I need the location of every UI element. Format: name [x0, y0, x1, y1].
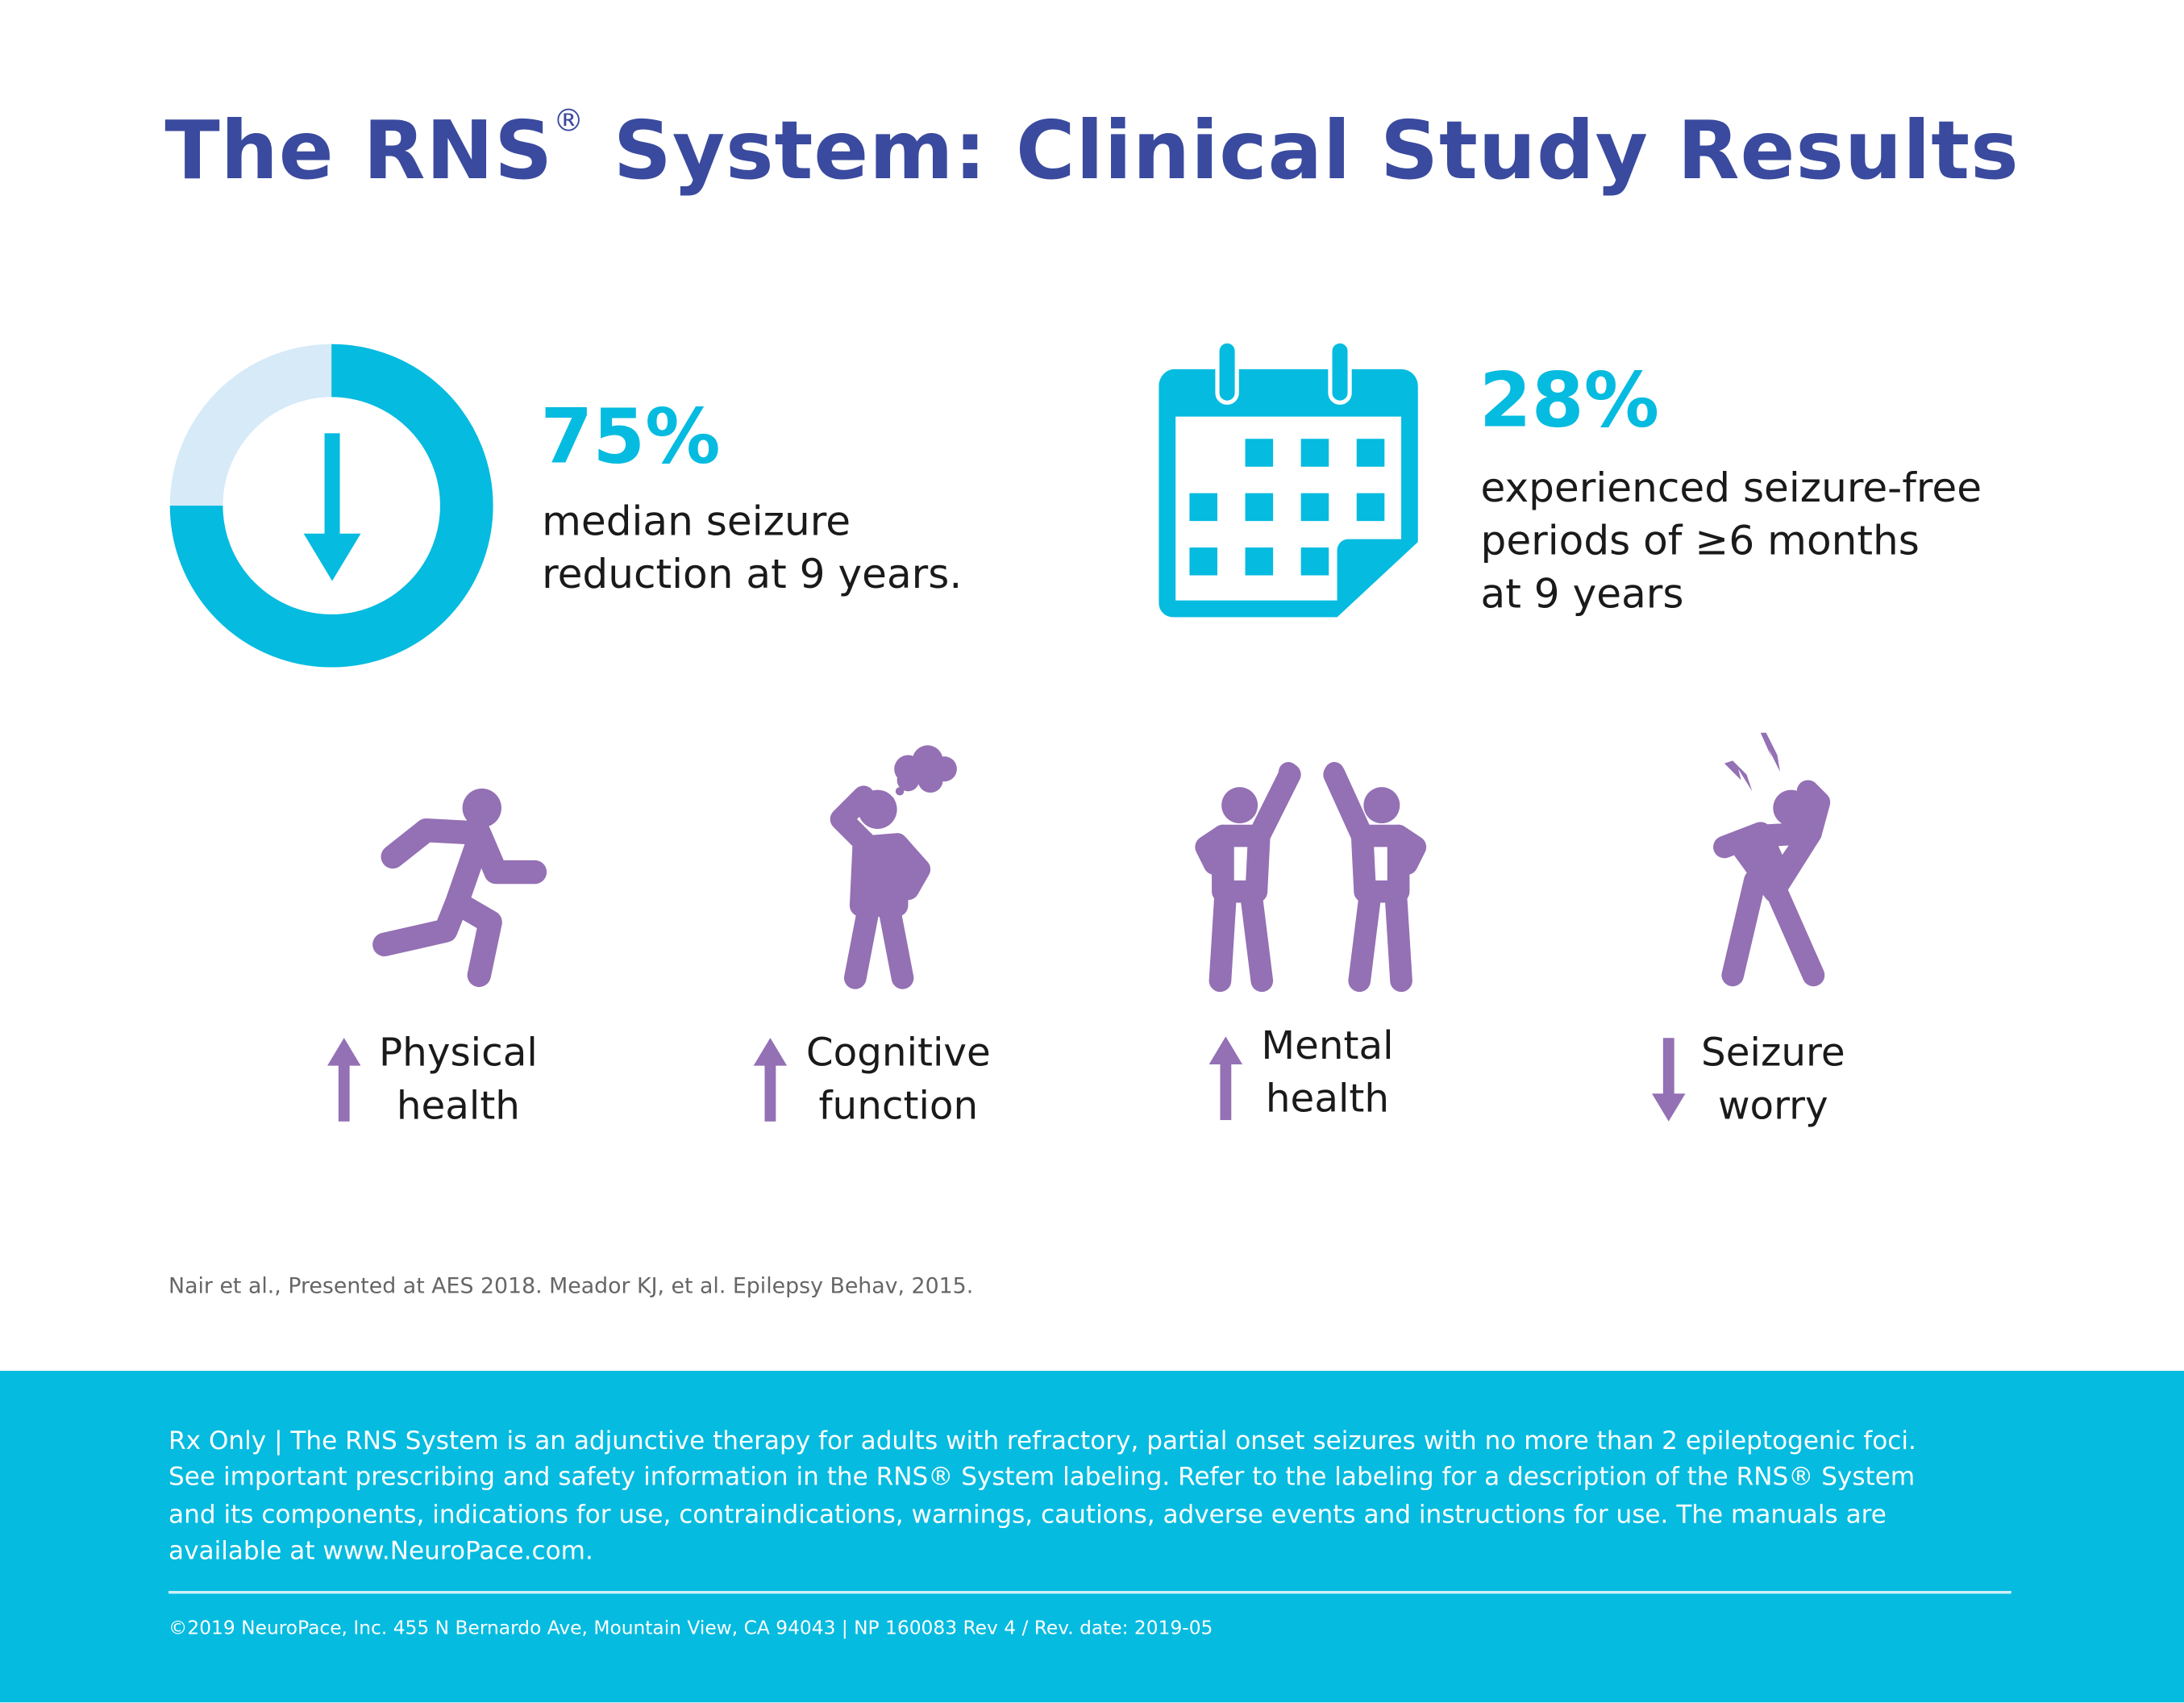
stat1-description: median seizure reduction at 9 years. [542, 494, 962, 600]
footer-band: Rx Only | The RNS System is an adjunctiv… [0, 1371, 2184, 1703]
legal-text: Rx Only | The RNS System is an adjunctiv… [168, 1424, 2035, 1571]
outcome-label-line2: function [818, 1082, 979, 1129]
footer-divider [168, 1591, 2011, 1593]
high-five-people-icon [1195, 762, 1427, 993]
registered-mark: ® [553, 104, 585, 139]
citation: Nair et al., Presented at AES 2018. Mead… [168, 1273, 974, 1299]
thinking-person-icon [830, 745, 957, 989]
calendar-icon [1159, 339, 1418, 618]
legal-line: and its components, indications for use,… [168, 1500, 1887, 1530]
title-rest: System: Clinical Study Results [584, 102, 2020, 198]
legal-line: See important prescribing and safety inf… [168, 1463, 1916, 1493]
worried-person-icon [1713, 732, 1831, 987]
outcome-label-line1: Mental [1261, 1022, 1394, 1069]
stat2-line3: at 9 years [1480, 569, 1684, 618]
donut-fill [169, 344, 493, 668]
stat1-line1: median seizure [542, 497, 851, 545]
stat2-line1: experienced seizure-free [1480, 464, 1982, 512]
stat1-line2: reduction at 9 years. [542, 550, 963, 598]
legal-line: available at www.NeuroPace.com. [168, 1536, 593, 1566]
up-arrow-icon [753, 1038, 788, 1122]
down-arrow-icon [1652, 1038, 1686, 1122]
down-arrow-icon [303, 433, 361, 581]
legal-line: Rx Only | The RNS System is an adjunctiv… [168, 1426, 1916, 1456]
stat2-description: experienced seizure-free periods of ≥6 m… [1481, 461, 1982, 620]
outcome-label-line1: Cognitive [805, 1029, 991, 1076]
stat1-value: 75% [540, 393, 721, 481]
outcome-label-line1: Seizure [1701, 1029, 1845, 1076]
up-arrow-icon [327, 1038, 361, 1122]
page-title: The RNS® System: Clinical Study Results [0, 103, 2184, 198]
running-person-icon [372, 788, 547, 988]
outcome-label-line2: worry [1717, 1082, 1828, 1129]
title-main: The RNS [164, 102, 554, 198]
up-arrow-icon [1208, 1036, 1243, 1121]
stat2-line2: periods of ≥6 months [1480, 516, 1920, 564]
copyright: ©2019 NeuroPace, Inc. 455 N Bernardo Ave… [168, 1617, 1213, 1640]
outcome-label-line1: Physical [379, 1029, 538, 1076]
outcome-label-line2: health [396, 1082, 520, 1129]
stat2-value: 28% [1479, 356, 1660, 445]
outcome-label-line2: health [1265, 1075, 1390, 1122]
donut-chart [169, 344, 493, 668]
